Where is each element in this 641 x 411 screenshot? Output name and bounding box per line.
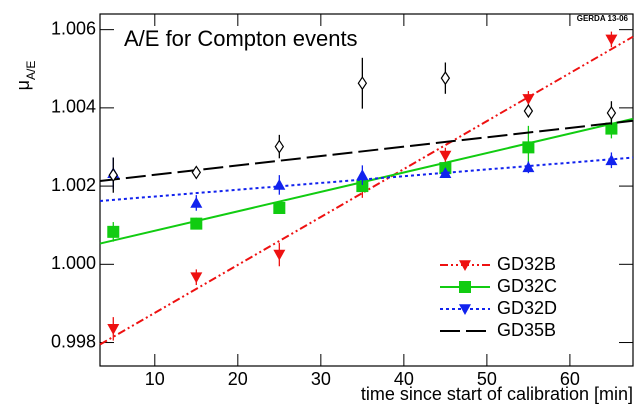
y-axis-label-sub: A/E [24, 61, 38, 80]
data-point [523, 103, 534, 119]
data-point [606, 105, 617, 121]
data-point [273, 201, 286, 214]
data-point [356, 169, 369, 180]
fit-line [99, 156, 634, 202]
data-point [357, 76, 368, 91]
data-point [107, 225, 120, 238]
x-tick-label: 10 [145, 369, 165, 389]
data-point [190, 217, 203, 230]
chart-title: A/E for Compton events [124, 26, 358, 51]
data-point [605, 122, 618, 135]
data-point [273, 249, 286, 261]
y-tick-label: 1.004 [51, 97, 96, 117]
data-point [522, 141, 535, 154]
legend-marker [459, 304, 471, 315]
data-point [107, 324, 120, 335]
x-tick-label: 40 [394, 369, 414, 389]
legend-marker [459, 260, 471, 271]
data-point [522, 94, 535, 105]
fit-line [99, 119, 634, 182]
corner-label: GERDA 13-06 [577, 14, 629, 23]
y-tick-label: 0.998 [51, 331, 96, 351]
x-tick-label: 30 [311, 369, 331, 389]
x-tick-label: 20 [228, 369, 248, 389]
legend-label: GD35B [497, 320, 556, 340]
data-point [439, 167, 452, 178]
legend-label: GD32B [497, 254, 556, 274]
y-tick-label: 1.000 [51, 253, 96, 273]
data-point [274, 139, 285, 154]
data-point [191, 165, 202, 180]
data-point [440, 71, 451, 86]
y-tick-label: 1.002 [51, 175, 96, 195]
y-axis-label: μ [13, 80, 33, 90]
plot-frame [99, 13, 634, 367]
legend-label: GD32C [497, 276, 557, 296]
x-tick-label: 50 [477, 369, 497, 389]
legend-label: GD32D [497, 298, 557, 318]
data-point [190, 272, 203, 284]
data-point [605, 154, 618, 166]
y-axis-label-group: μ A/E [13, 61, 38, 91]
data-point [108, 168, 119, 183]
data-point [522, 161, 535, 173]
x-axis-label: time since start of calibration [min] [361, 384, 633, 404]
data-point [439, 150, 452, 162]
legend-marker [459, 281, 471, 293]
data-point [190, 196, 203, 208]
data-point [356, 180, 369, 193]
data-point [273, 178, 286, 190]
x-tick-label: 60 [560, 369, 580, 389]
data-point [605, 34, 618, 46]
y-tick-label: 1.006 [51, 18, 96, 38]
